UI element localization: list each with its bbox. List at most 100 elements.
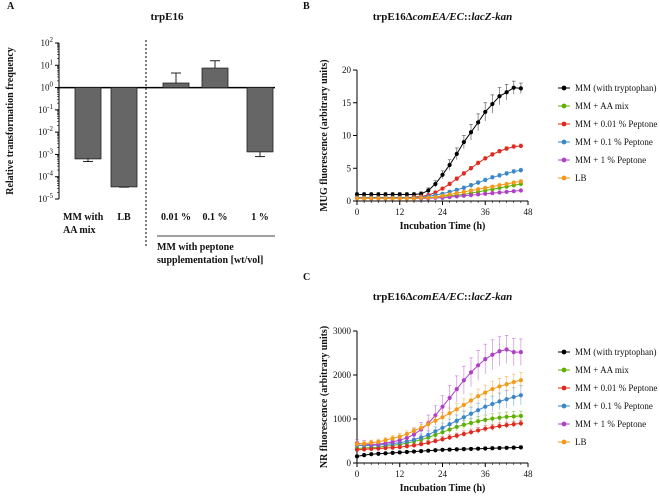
category-label-a: AA mix — [63, 225, 96, 236]
y-tick-label-a: 101 — [41, 58, 54, 70]
data-point — [468, 398, 474, 403]
data-point — [490, 352, 495, 357]
data-point — [461, 378, 466, 383]
y-tick-label-a: 10-3 — [38, 147, 53, 159]
data-point — [518, 350, 523, 355]
data-point — [426, 422, 431, 427]
panel-label-c: C — [303, 272, 310, 283]
data-point — [490, 401, 495, 407]
data-point — [454, 447, 459, 452]
data-point — [404, 431, 409, 437]
group-label-a: supplementation [wt/vol] — [157, 255, 263, 266]
data-point — [461, 415, 466, 420]
data-point — [426, 440, 431, 445]
y-tick-label-a: 10-2 — [38, 125, 53, 137]
series-5 — [354, 179, 523, 201]
data-point — [376, 192, 381, 197]
data-point — [511, 144, 516, 149]
legend-swatch-dot — [561, 85, 567, 91]
data-point — [511, 394, 516, 400]
category-label-a: 1 % — [251, 212, 269, 223]
legend-entry: MM + 0.01 % Peptone — [575, 383, 657, 393]
y-axis-label-a: Relative transformation frequency — [5, 47, 16, 195]
data-point — [476, 120, 481, 125]
data-point — [433, 438, 438, 444]
data-point — [376, 446, 381, 451]
x-tick-label: 36 — [481, 469, 491, 479]
data-point — [504, 347, 509, 352]
x-axis-label: Incubation Time (h) — [400, 221, 486, 232]
data-point — [369, 192, 374, 197]
data-point — [504, 146, 509, 151]
legend-swatch-dot — [561, 403, 567, 409]
data-point — [454, 386, 459, 392]
data-point — [504, 181, 509, 187]
series-line — [356, 422, 521, 451]
data-point — [390, 192, 395, 197]
y-tick-label: 3000 — [333, 326, 352, 336]
data-point — [454, 151, 459, 156]
bar-a — [110, 87, 138, 188]
data-point — [397, 445, 402, 450]
data-point — [447, 192, 452, 197]
data-point — [490, 446, 495, 451]
y-tick-label: 0 — [347, 458, 352, 468]
legend-entry: MM + 0.1 % Peptone — [575, 137, 653, 147]
data-point — [454, 191, 459, 196]
data-point — [511, 350, 516, 355]
data-point — [390, 436, 395, 441]
data-point — [383, 196, 388, 201]
bar-a — [74, 87, 102, 160]
data-point — [447, 435, 452, 440]
data-point — [440, 404, 445, 409]
data-point — [476, 408, 481, 413]
category-label-a: MM with — [63, 212, 104, 223]
legend-swatch-dot — [561, 157, 567, 163]
x-tick-label: 48 — [524, 207, 534, 217]
data-point — [411, 196, 417, 201]
data-point — [468, 166, 474, 171]
y-tick-label: 10 — [342, 131, 352, 141]
data-point — [476, 192, 481, 197]
series-line — [356, 379, 521, 445]
data-point — [518, 393, 523, 398]
data-point — [426, 195, 431, 200]
data-point — [454, 433, 459, 438]
data-point — [476, 394, 481, 399]
data-point — [369, 196, 374, 201]
data-point — [447, 447, 452, 452]
data-point — [504, 171, 509, 176]
data-point — [419, 425, 424, 430]
data-point — [369, 440, 374, 445]
x-tick-label: 0 — [355, 207, 360, 217]
data-point — [433, 194, 438, 200]
bar-a — [162, 82, 190, 88]
data-point — [404, 435, 409, 441]
data-point — [461, 402, 466, 408]
legend-entry: MM + 1 % Peptone — [575, 155, 646, 165]
legend-entry: MM + AA mix — [575, 365, 629, 375]
data-point — [483, 390, 488, 395]
data-point — [518, 421, 523, 426]
data-point — [454, 187, 459, 192]
legend-swatch-dot — [561, 421, 567, 427]
data-point — [390, 439, 395, 444]
data-point — [483, 185, 488, 190]
legend-entry: MM (with tryptophan) — [575, 83, 657, 93]
data-point — [362, 441, 367, 446]
x-tick-label: 12 — [395, 207, 404, 217]
chart-title-b: trpE16ΔcomEA/EC::lacZ-kan — [373, 11, 513, 23]
data-point — [419, 195, 424, 200]
data-point — [483, 191, 488, 196]
legend-swatch-dot — [561, 121, 567, 127]
data-point — [454, 407, 459, 412]
data-point — [404, 449, 409, 455]
data-point — [411, 428, 417, 433]
legend-entry: LB — [575, 173, 587, 183]
data-point — [490, 184, 495, 189]
data-point — [397, 196, 402, 201]
data-point — [518, 378, 523, 383]
data-point — [419, 441, 424, 447]
data-point — [440, 415, 445, 420]
